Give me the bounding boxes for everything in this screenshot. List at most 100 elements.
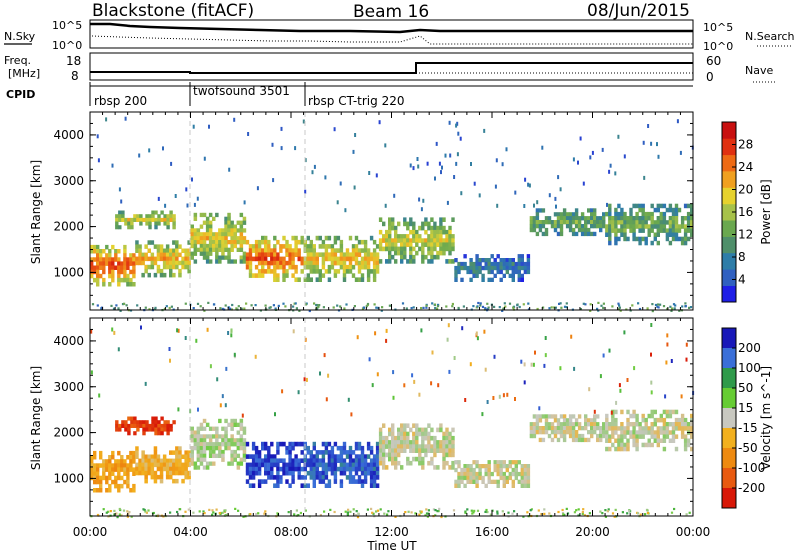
freq-panel: Freq. [MHz] 18 8 60 0 Nave (4, 52, 775, 84)
noise-search-trace (91, 35, 693, 45)
power-band-1 (135, 240, 191, 278)
velocity-band-0 (90, 450, 136, 493)
power-colorbar-swatch-9 (722, 138, 736, 156)
noise-left-tick-bottom: 10^0 (52, 39, 82, 52)
power-band-5 (303, 235, 380, 282)
velocity-ytick-label-0: 1000 (53, 471, 84, 485)
power-band-7 (454, 254, 531, 282)
velocity-xlabel: Time UT (366, 539, 417, 553)
power-colorbar-swatch-6 (722, 187, 736, 205)
velocity-xtick-label-6: 00:00 (676, 525, 711, 539)
velocity-ytick-label-1: 2000 (53, 426, 84, 440)
power-ytick-label-3: 4000 (53, 128, 84, 142)
power-ytick-label-0: 1000 (53, 265, 84, 279)
velocity-colorbar-tick-label-4: -15 (738, 421, 758, 435)
power-colorbar-swatch-10 (722, 122, 736, 139)
power-scattered-echoes (96, 116, 694, 213)
velocity-colorbar-tick-label-1: 100 (738, 361, 761, 375)
velocity-band-9 (605, 409, 694, 452)
power-panel: 1000 2000 3000 4000 Slant Range [km] 4 8 12 16… (29, 111, 773, 313)
freq-label-line2: [MHz] (8, 67, 40, 80)
freq-left-tick-bottom: 8 (71, 69, 79, 83)
noise-panel-frame (89, 19, 694, 49)
power-colorbar-tick-label-0: 4 (738, 273, 746, 287)
power-colorbar-tick-label-3: 16 (738, 205, 753, 219)
power-band-4 (245, 235, 304, 282)
velocity-band-3 (190, 418, 247, 470)
power-colorbar-tick-label-1: 8 (738, 250, 746, 264)
velocity-colorbar-swatch-8 (722, 488, 736, 509)
power-ytick-label-2: 3000 (53, 174, 84, 188)
power-band-8 (529, 208, 606, 237)
velocity-near-range-echoes (90, 507, 691, 519)
velocity-panel-frame (89, 317, 694, 517)
velocity-band-7 (454, 460, 531, 488)
velocity-xtick-label-1: 04:00 (173, 525, 208, 539)
nave-right-label: Nave (745, 64, 773, 77)
velocity-colorbar-swatch-0 (722, 328, 736, 349)
noise-left-label: N.Sky (4, 30, 36, 43)
velocity-colorbar-tick-label-5: -50 (738, 441, 758, 455)
power-colorbar-tick-label-4: 20 (738, 183, 753, 197)
velocity-band-2 (115, 416, 176, 436)
cpid-label: CPID (6, 88, 35, 101)
velocity-colorbar-tick-label-3: 15 (738, 401, 753, 415)
power-colorbar-swatch-7 (722, 171, 736, 188)
power-colorbar-tick-label-2: 12 (738, 228, 753, 242)
velocity-ylabel: Slant Range [km] (29, 366, 43, 470)
date-title: 08/Jun/2015 (587, 1, 690, 21)
noise-right-tick-bottom: 10^0 (703, 40, 733, 53)
velocity-colorbar-swatch-5 (722, 428, 736, 449)
velocity-xtick-label-2: 08:00 (274, 525, 309, 539)
velocity-xtick-label-0: 00:00 (73, 525, 108, 539)
velocity-band-6 (378, 423, 455, 470)
power-data-layer (90, 116, 694, 313)
power-colorbar-swatch-1 (722, 269, 736, 286)
power-colorbar-tick-label-6: 28 (738, 138, 753, 152)
velocity-colorbar-label: Velocity [m s^-1] (759, 366, 773, 470)
freq-left-tick-top: 18 (66, 54, 81, 68)
velocity-ytick-label-3: 4000 (53, 334, 84, 348)
power-band-0 (90, 244, 136, 287)
power-band-3 (190, 212, 247, 264)
velocity-colorbar-frame (721, 327, 737, 509)
noise-right-label: N.Search (745, 30, 795, 43)
freq-trace (90, 62, 693, 74)
beam-title: Beam 16 (353, 2, 429, 22)
velocity-x-axis: 00:00 04:00 08:00 12:00 16:00 20:00 00:00 (73, 318, 711, 539)
power-near-range-echoes (91, 301, 693, 313)
freq-label-line1: Freq. (4, 54, 31, 67)
velocity-band-1 (135, 446, 191, 484)
velocity-colorbar-swatch-6 (722, 448, 736, 469)
nave-right-tick-top: 60 (706, 54, 721, 68)
power-band-2 (115, 210, 176, 230)
power-y-axis: 1000 2000 3000 4000 (53, 122, 693, 296)
power-colorbar-swatch-0 (722, 285, 736, 303)
velocity-colorbar-tick-label-7: -200 (738, 481, 765, 495)
noise-right-tick-top: 10^5 (703, 21, 733, 34)
power-ylabel: Slant Range [km] (29, 160, 43, 264)
cpid-segment-0: rbsp 200 (94, 94, 147, 108)
power-colorbar-swatch-2 (722, 252, 736, 270)
freq-panel-frame (89, 52, 694, 81)
power-x-minor-ticks (89, 112, 694, 310)
velocity-colorbar-swatch-7 (722, 468, 736, 489)
velocity-colorbar-tick-label-6: -100 (738, 461, 765, 475)
velocity-xtick-label-4: 16:00 (475, 525, 510, 539)
velocity-band-4 (245, 441, 304, 488)
cpid-segment-2: rbsp CT-trig 220 (308, 94, 404, 108)
noise-panel: N.Sky 10^5 10^0 10^5 10^0 N.Search (4, 19, 795, 53)
power-colorbar-label: Power [dB] (759, 179, 773, 244)
velocity-colorbar: 200 100 50 15 -15 -50 -100 -200 Velocity [m s^-1… (721, 327, 773, 509)
noise-left-tick-top: 10^5 (52, 19, 82, 32)
velocity-colorbar-swatch-4 (722, 408, 736, 429)
power-band-6 (378, 217, 455, 264)
power-band-9 (605, 203, 694, 246)
velocity-colorbar-tick-label-0: 200 (738, 341, 761, 355)
velocity-ytick-label-2: 3000 (53, 380, 84, 394)
velocity-band-8 (529, 414, 606, 443)
power-colorbar-swatch-8 (722, 154, 736, 172)
velocity-scattered-echoes (90, 323, 695, 418)
power-colorbar-tick-label-5: 24 (738, 160, 753, 174)
